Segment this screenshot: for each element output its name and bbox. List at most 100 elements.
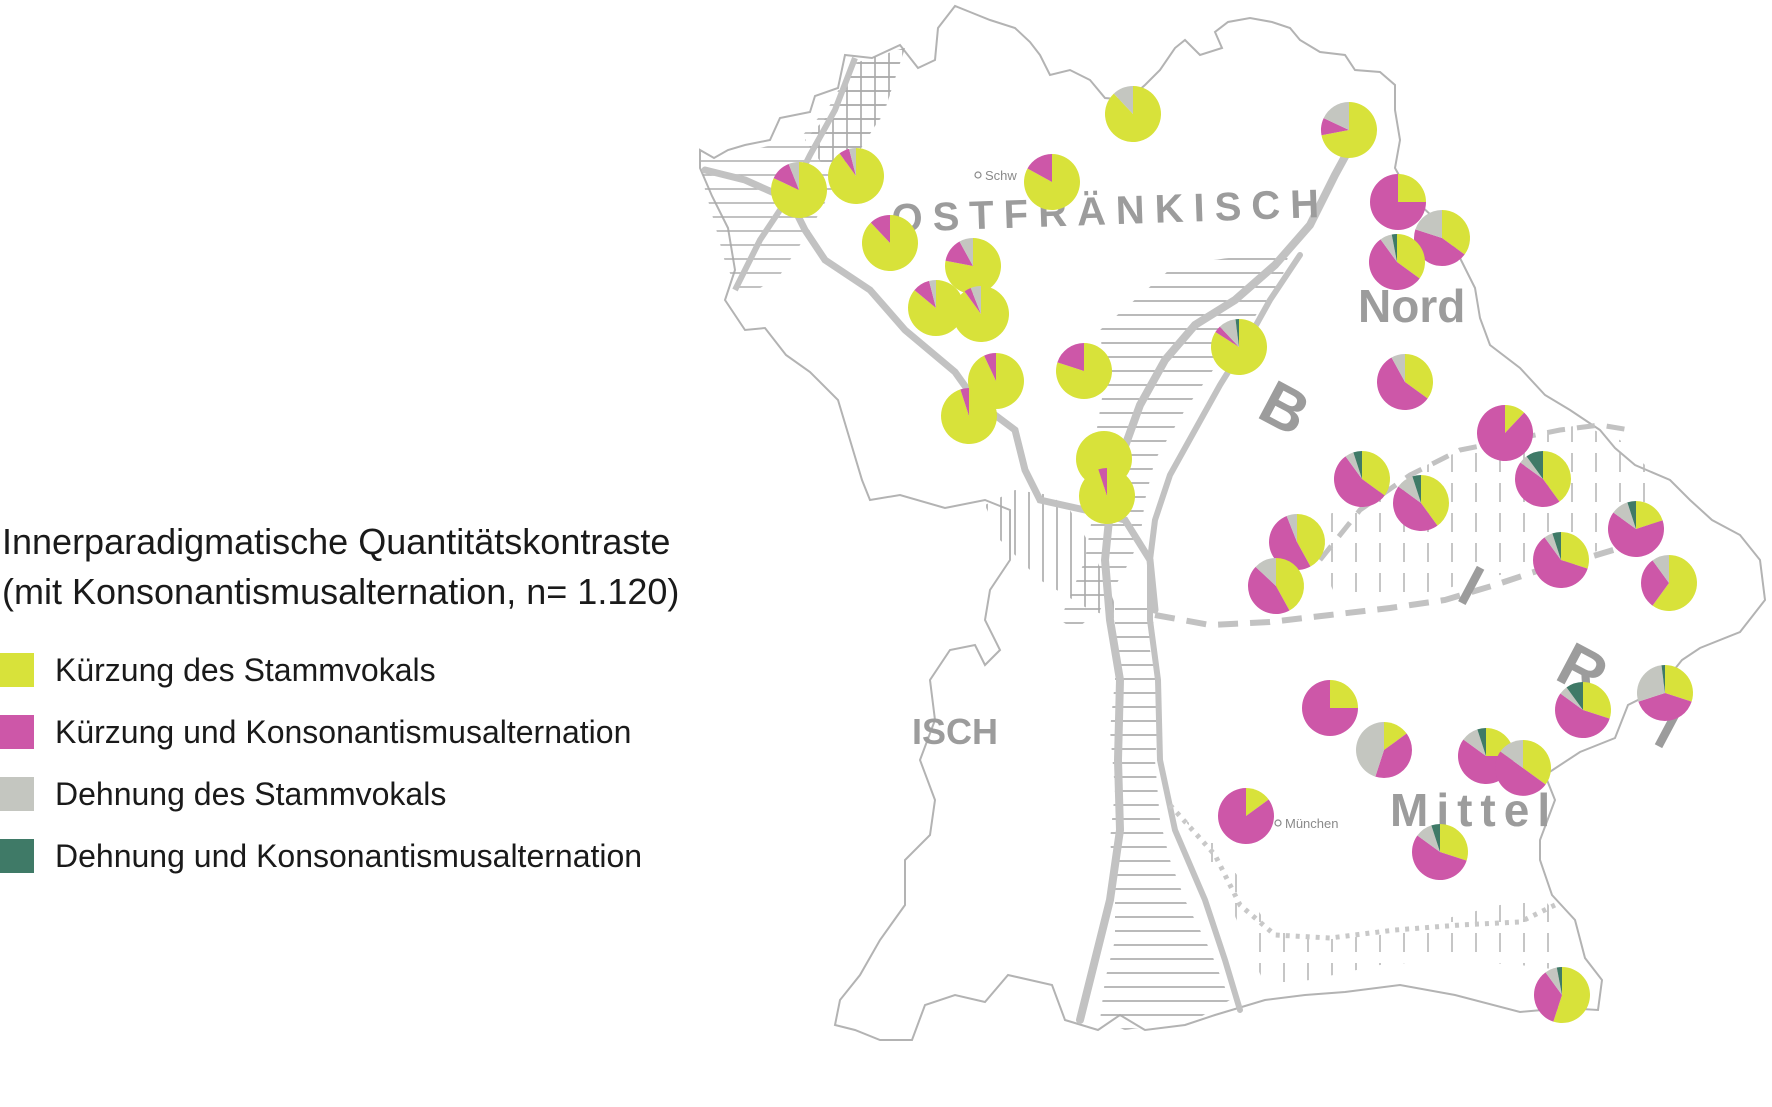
pie-slice <box>1104 86 1161 142</box>
pie-slice <box>1583 682 1611 719</box>
pie-slice <box>1561 532 1589 569</box>
pie-chart-5 <box>861 215 918 271</box>
legend-swatch-dehnung <box>0 777 34 811</box>
pie-slice <box>1056 343 1113 400</box>
legend-title-line1: Innerparadigmatische Quantitätskontraste <box>2 521 671 562</box>
pie-slice <box>1079 468 1136 525</box>
legend-item-kuerzung: Kürzung des Stammvokals <box>0 639 860 701</box>
pie-slice <box>1297 514 1326 567</box>
legend-item-dehnung: Dehnung des Stammvokals <box>0 763 860 825</box>
legend-label-dehnung-konsonantismus: Dehnung und Konsonantismusalternation <box>55 837 643 874</box>
pie-slice <box>1356 722 1384 777</box>
pie-slice <box>1440 824 1468 861</box>
legend-item-kuerzung-konsonantismus: Kürzung und Konsonantismusalternation <box>0 701 860 763</box>
pie-slice <box>1495 751 1546 796</box>
pie-slice <box>1613 502 1636 529</box>
pie-slice <box>788 162 799 190</box>
hatch-zone-northwest-grid <box>805 48 905 175</box>
pie-slice <box>1505 405 1525 433</box>
pie-slice <box>1661 665 1665 693</box>
pie-slice <box>1534 972 1562 1022</box>
pie-chart-1 <box>770 162 827 219</box>
pie-chart-10 <box>941 388 998 444</box>
pie-chart-32 <box>1495 740 1551 796</box>
pie-chart-24 <box>1269 514 1326 570</box>
pie-slice <box>1636 501 1663 529</box>
legend-label-kuerzung-konsonantismus: Kürzung und Konsonantismusalternation <box>55 713 632 750</box>
pie-slice <box>1463 729 1486 756</box>
pie-slice <box>1235 319 1239 347</box>
legend-swatch-kuerzung-konsonantismus <box>0 715 34 749</box>
pie-slice <box>1368 239 1420 291</box>
pie-slice <box>839 148 856 176</box>
pie-slice <box>1370 174 1426 230</box>
pie-chart-29 <box>1302 680 1358 736</box>
pie-slice <box>1477 405 1534 461</box>
pie-slice <box>1215 326 1239 347</box>
pie-slice <box>828 148 885 204</box>
pie-slice <box>908 280 965 336</box>
pie-slice <box>1523 740 1551 785</box>
pie-slice <box>1442 210 1470 255</box>
pie-slice <box>1526 451 1543 479</box>
pie-slice <box>1276 558 1305 611</box>
pie-slice <box>1405 354 1433 399</box>
legend-label-dehnung: Dehnung des Stammvokals <box>55 775 447 812</box>
pie-slice <box>929 280 936 308</box>
pie-slice <box>773 163 799 190</box>
pie-slice <box>1333 456 1385 508</box>
pie-slice <box>1652 555 1698 611</box>
hatch-zone-central-south <box>1100 600 1230 1030</box>
pie-slice <box>945 238 1002 294</box>
pie-slice <box>1520 456 1543 479</box>
pie-slice <box>960 388 969 416</box>
pie-slice <box>1217 787 1274 845</box>
pie-slice <box>1637 665 1665 702</box>
legend-title-line2: (mit Konsonantismusalternation, n= 1.120… <box>2 571 680 612</box>
pie-slice <box>970 286 981 314</box>
pie-slice <box>1246 788 1269 816</box>
pie-slice <box>1398 476 1421 503</box>
pie-chart-3 <box>1104 86 1161 142</box>
pie-chart-21 <box>1333 451 1390 508</box>
pie-chart-37 <box>1534 967 1591 1024</box>
pie-chart-13 <box>1321 101 1378 159</box>
pie-chart-28 <box>1641 555 1698 611</box>
pie-slice <box>1321 118 1349 136</box>
pie-slice <box>1098 468 1107 496</box>
place-marker-muenchen <box>1274 819 1282 827</box>
pie-slice <box>1393 486 1438 531</box>
pie-chart-6 <box>945 238 1002 294</box>
pie-chart-15 <box>1414 210 1470 266</box>
pie-slice <box>1553 967 1591 1024</box>
pie-chart-17 <box>1377 353 1433 410</box>
pie-slice <box>1477 728 1486 756</box>
pie-slice <box>1665 665 1693 702</box>
pie-chart-12 <box>1211 319 1268 375</box>
pie-slice <box>1345 452 1362 479</box>
pie-slice <box>861 215 918 271</box>
pie-chart-4 <box>1023 154 1080 211</box>
map-legend: Innerparadigmatische Quantitätskontraste… <box>0 517 860 887</box>
pie-slice <box>1398 174 1426 202</box>
pie-slice <box>1255 558 1276 586</box>
pie-slice <box>1384 722 1407 750</box>
pie-slice <box>1608 512 1665 558</box>
place-marker-schweinfurt <box>974 171 982 179</box>
pie-chart-23 <box>1515 451 1571 507</box>
pie-slice <box>1391 234 1397 262</box>
pie-slice <box>1330 680 1358 708</box>
pie-chart-20 <box>1477 405 1534 461</box>
pie-chart-34 <box>1637 665 1693 721</box>
pie-slice <box>849 148 856 176</box>
pie-chart-19 <box>1079 468 1136 525</box>
pie-slice <box>1411 835 1467 881</box>
pie-slice <box>1321 101 1378 159</box>
pie-slice <box>1391 353 1405 382</box>
pie-slice <box>1375 733 1412 778</box>
legend-item-dehnung-konsonantismus: Dehnung und Konsonantismusalternation <box>0 825 860 887</box>
pie-slice <box>1417 825 1440 852</box>
pie-slice <box>1023 154 1080 211</box>
pie-chart-36 <box>1411 824 1468 881</box>
region-label-nord: Nord <box>1358 280 1465 332</box>
